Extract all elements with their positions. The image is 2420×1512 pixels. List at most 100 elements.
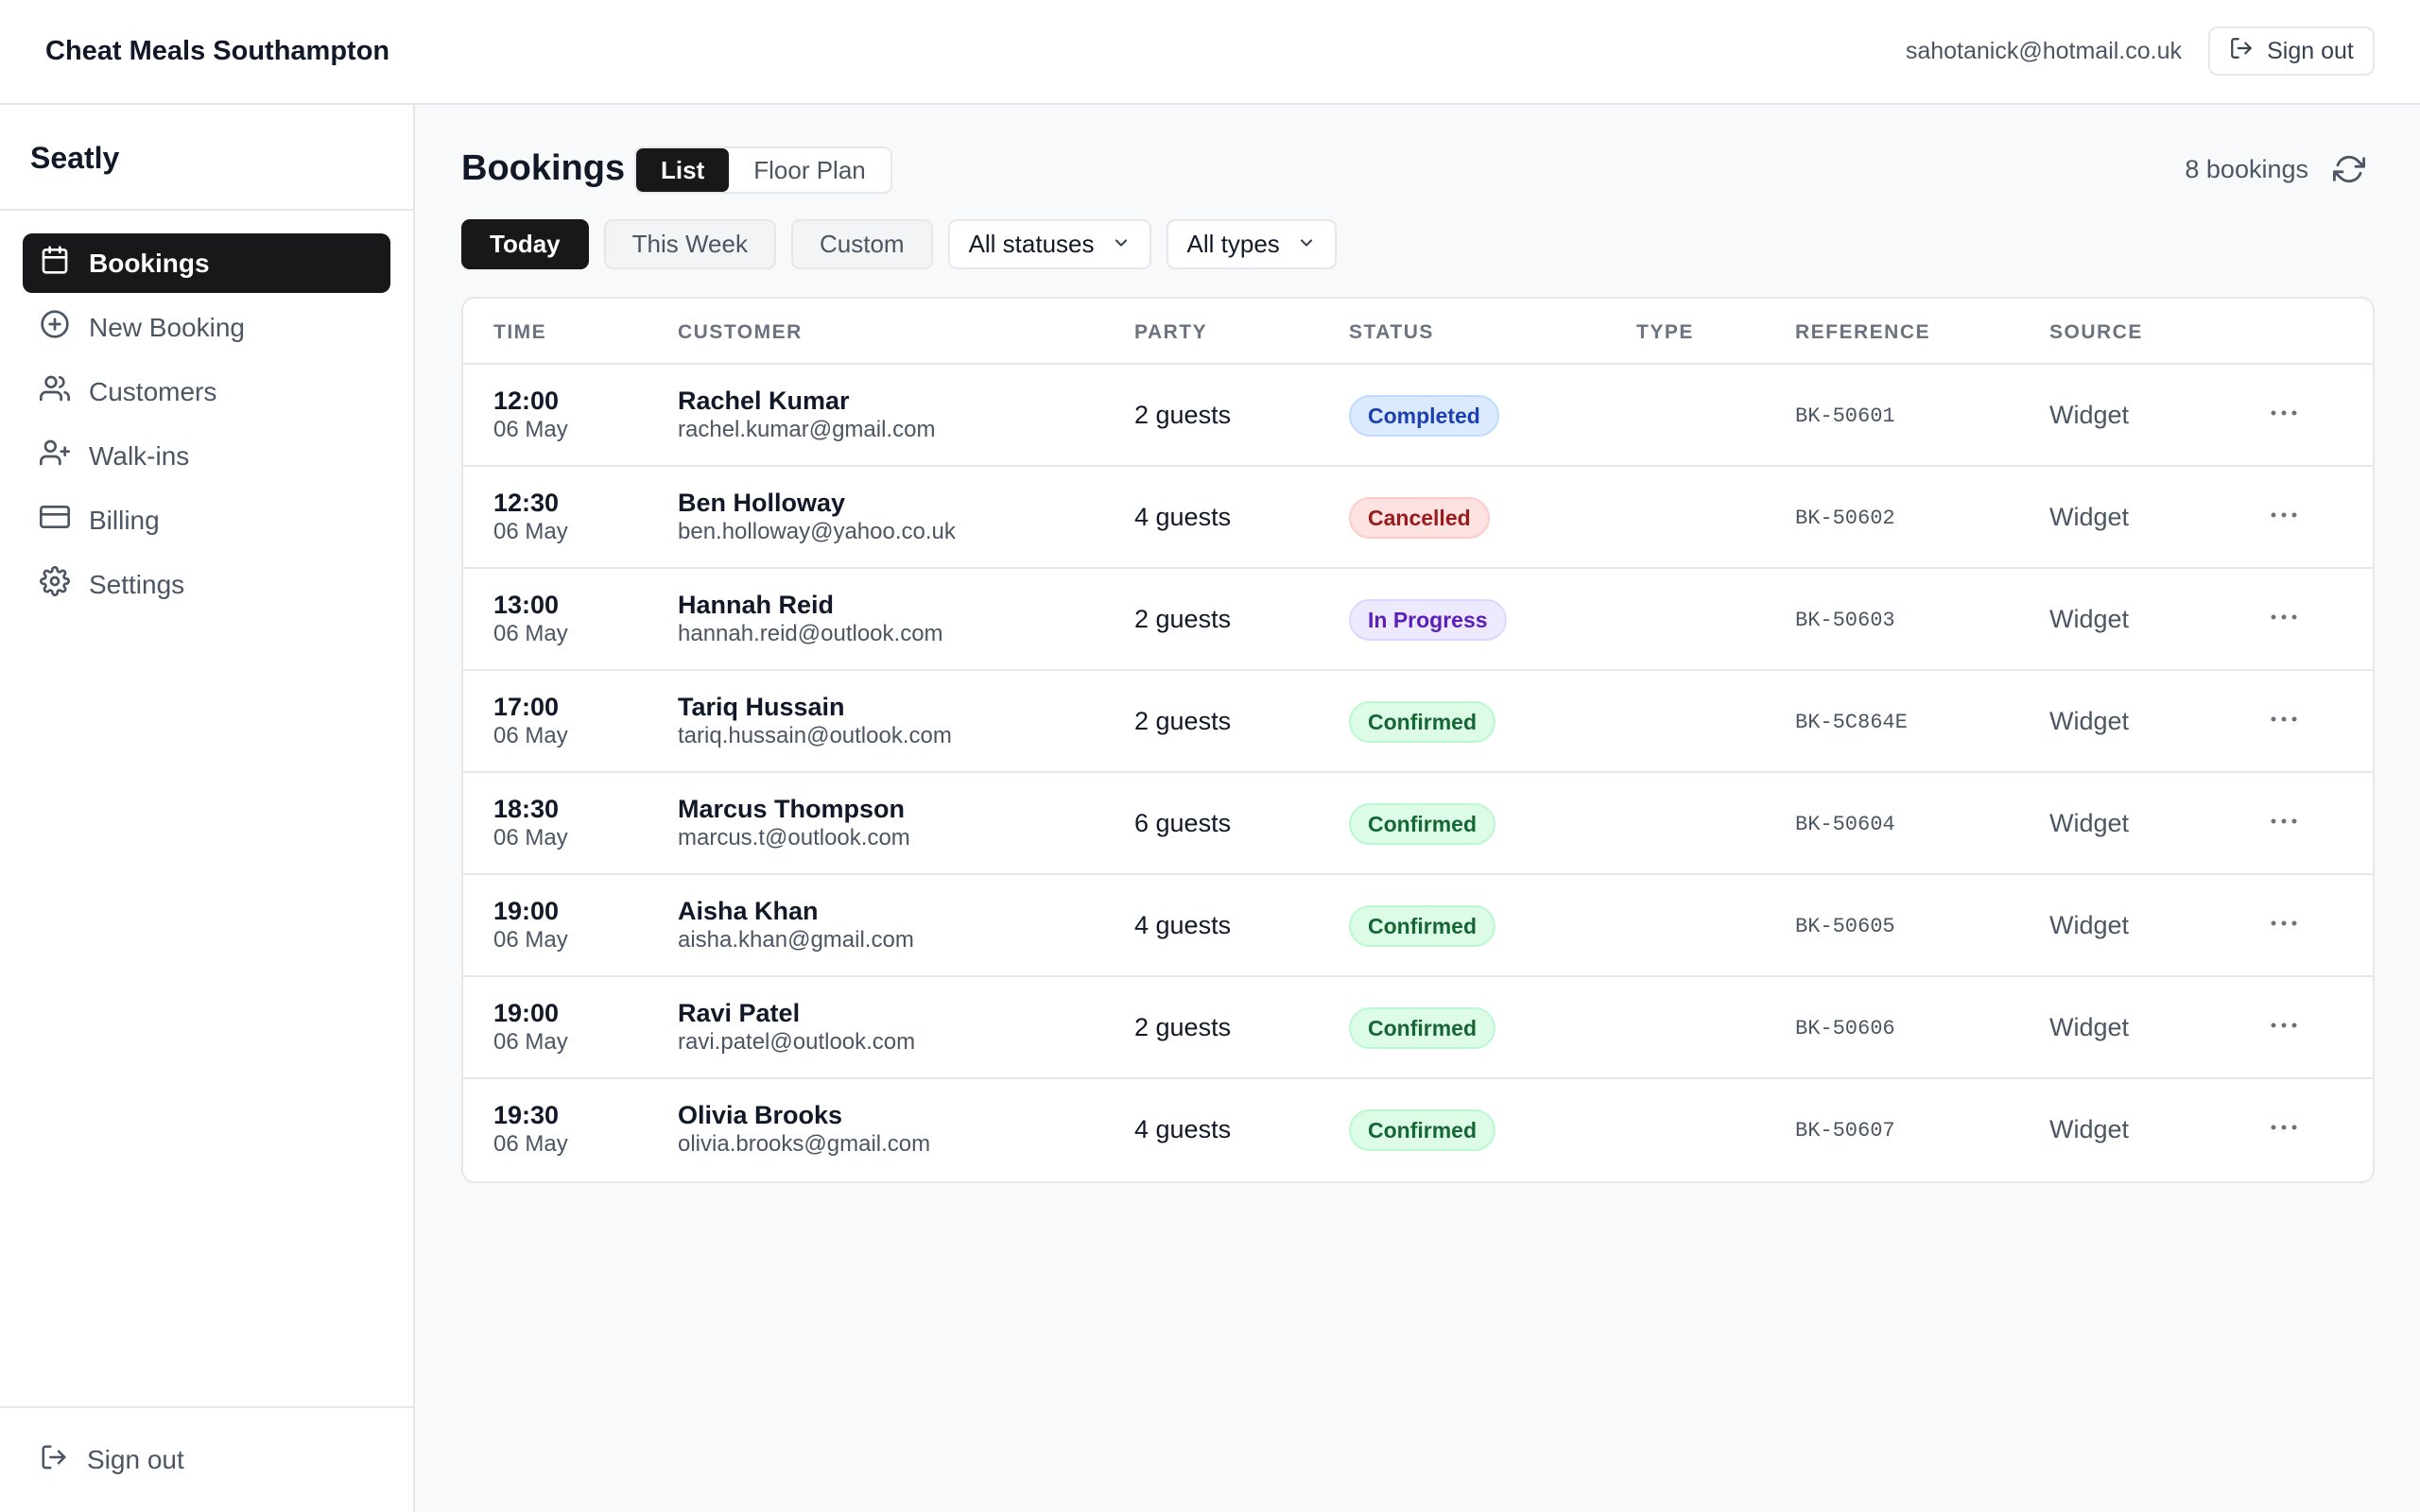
more-actions-icon[interactable] xyxy=(2265,807,2303,835)
page-title: Bookings xyxy=(461,148,626,188)
table-row[interactable]: 18:30 06 May Marcus Thompson marcus.t@ou… xyxy=(463,773,2373,875)
customer-name: Rachel Kumar xyxy=(678,387,850,415)
booking-time: 19:00 xyxy=(493,897,560,925)
booking-time: 12:00 xyxy=(493,387,560,415)
column-header-party[interactable]: PARTY xyxy=(1134,321,1208,343)
sidebar-item-billing[interactable]: Billing xyxy=(23,490,390,550)
status-badge: Confirmed xyxy=(1349,905,1495,947)
more-actions-icon[interactable] xyxy=(2265,1113,2303,1142)
column-header-type[interactable]: TYPE xyxy=(1636,321,1694,343)
party-size: 4 guests xyxy=(1134,911,1232,939)
sidebar-item-bookings[interactable]: Bookings xyxy=(23,233,390,293)
booking-time-cell: 19:00 06 May xyxy=(493,998,568,1057)
tab-list[interactable]: List xyxy=(636,148,730,192)
credit-card-icon xyxy=(40,502,70,539)
table-row[interactable]: 12:30 06 May Ben Holloway ben.holloway@y… xyxy=(463,467,2373,569)
customer-email: marcus.t@outlook.com xyxy=(678,825,910,850)
more-actions-icon[interactable] xyxy=(2265,705,2303,733)
booking-date: 06 May xyxy=(493,621,568,646)
filter-this-week[interactable]: This Week xyxy=(603,219,776,269)
refresh-icon[interactable] xyxy=(2333,153,2365,185)
sidebar-item-customers[interactable]: Customers xyxy=(23,362,390,421)
booking-time-cell: 19:00 06 May xyxy=(493,896,568,954)
booking-source: Widget xyxy=(2049,605,2130,633)
bookings-count: 8 bookings xyxy=(2185,155,2308,183)
booking-source: Widget xyxy=(2049,1115,2130,1143)
sidebar-item-label: Walk-ins xyxy=(89,440,190,471)
top-bar: Cheat Meals Southampton sahotanick@hotma… xyxy=(0,0,2420,105)
table-header: TIME CUSTOMER PARTY STATUS TYPE REFERENC… xyxy=(463,299,2373,365)
status-cell: Confirmed xyxy=(1349,1109,1495,1151)
booking-source: Widget xyxy=(2049,911,2130,939)
customer-cell: Ben Holloway ben.holloway@yahoo.co.uk xyxy=(678,488,956,546)
brand-name: Seatly xyxy=(0,105,413,211)
table-row[interactable]: 12:00 06 May Rachel Kumar rachel.kumar@g… xyxy=(463,365,2373,467)
more-actions-icon[interactable] xyxy=(2265,909,2303,937)
booking-time: 12:30 xyxy=(493,489,560,517)
header-sign-out-button[interactable]: Sign out xyxy=(2208,26,2375,76)
status-select[interactable]: All statuses xyxy=(947,219,1151,269)
table-row[interactable]: 19:30 06 May Olivia Brooks olivia.brooks… xyxy=(463,1079,2373,1181)
status-cell: Confirmed xyxy=(1349,701,1495,743)
view-toggle: List Floor Plan xyxy=(634,146,892,194)
more-actions-icon[interactable] xyxy=(2265,1011,2303,1040)
more-actions-icon[interactable] xyxy=(2265,399,2303,427)
type-select-value: All types xyxy=(1186,230,1280,258)
gear-icon xyxy=(40,566,70,603)
booking-source: Widget xyxy=(2049,707,2130,735)
sidebar-item-settings[interactable]: Settings xyxy=(23,555,390,614)
sign-out-label: Sign out xyxy=(2267,37,2354,64)
booking-time-cell: 12:30 06 May xyxy=(493,488,568,546)
booking-reference: BK-50606 xyxy=(1795,1017,1895,1040)
more-actions-icon[interactable] xyxy=(2265,501,2303,529)
type-select[interactable]: All types xyxy=(1166,219,1337,269)
bookings-table: TIME CUSTOMER PARTY STATUS TYPE REFERENC… xyxy=(461,297,2375,1183)
chevron-down-icon xyxy=(1112,230,1131,259)
booking-date: 06 May xyxy=(493,1029,568,1055)
booking-reference: BK-5C864E xyxy=(1795,711,1908,734)
more-actions-icon[interactable] xyxy=(2265,603,2303,631)
sidebar-item-label: Customers xyxy=(89,376,217,406)
filter-today[interactable]: Today xyxy=(461,219,589,269)
column-header-source[interactable]: SOURCE xyxy=(2049,321,2143,343)
status-cell: In Progress xyxy=(1349,599,1507,641)
customer-name: Aisha Khan xyxy=(678,897,819,925)
booking-time-cell: 18:30 06 May xyxy=(493,794,568,852)
table-row[interactable]: 17:00 06 May Tariq Hussain tariq.hussain… xyxy=(463,671,2373,773)
booking-source: Widget xyxy=(2049,1013,2130,1041)
column-header-customer[interactable]: CUSTOMER xyxy=(678,321,803,343)
party-size: 6 guests xyxy=(1134,809,1232,837)
column-header-status[interactable]: STATUS xyxy=(1349,321,1434,343)
tab-floor-plan[interactable]: Floor Plan xyxy=(753,155,866,184)
booking-time-cell: 13:00 06 May xyxy=(493,590,568,648)
table-row[interactable]: 13:00 06 May Hannah Reid hannah.reid@out… xyxy=(463,569,2373,671)
status-cell: Confirmed xyxy=(1349,1007,1495,1049)
booking-reference: BK-50607 xyxy=(1795,1119,1895,1143)
filter-custom[interactable]: Custom xyxy=(790,219,933,269)
status-badge: Completed xyxy=(1349,395,1499,437)
booking-source: Widget xyxy=(2049,809,2130,837)
sidebar-sign-out[interactable]: Sign out xyxy=(0,1406,413,1512)
column-header-reference[interactable]: REFERENCE xyxy=(1795,321,1931,343)
status-badge: Confirmed xyxy=(1349,1109,1495,1151)
status-cell: Cancelled xyxy=(1349,497,1490,539)
booking-reference: BK-50603 xyxy=(1795,609,1895,632)
table-row[interactable]: 19:00 06 May Ravi Patel ravi.patel@outlo… xyxy=(463,977,2373,1079)
status-badge: Confirmed xyxy=(1349,1007,1495,1049)
customer-email: tariq.hussain@outlook.com xyxy=(678,723,952,748)
party-size: 2 guests xyxy=(1134,605,1232,633)
customer-email: aisha.khan@gmail.com xyxy=(678,927,914,953)
booking-time: 13:00 xyxy=(493,591,560,619)
booking-time: 17:00 xyxy=(493,693,560,721)
table-body: 12:00 06 May Rachel Kumar rachel.kumar@g… xyxy=(463,365,2373,1181)
column-header-time[interactable]: TIME xyxy=(493,321,547,343)
table-row[interactable]: 19:00 06 May Aisha Khan aisha.khan@gmail… xyxy=(463,875,2373,977)
booking-source: Widget xyxy=(2049,503,2130,531)
sidebar-item-new-booking[interactable]: New Booking xyxy=(23,298,390,357)
customer-email: rachel.kumar@gmail.com xyxy=(678,417,936,442)
booking-time: 18:30 xyxy=(493,795,560,823)
booking-time: 19:30 xyxy=(493,1101,560,1129)
customer-name: Ravi Patel xyxy=(678,999,801,1027)
customer-name: Olivia Brooks xyxy=(678,1101,843,1129)
sidebar-item-walk-ins[interactable]: Walk-ins xyxy=(23,426,390,486)
